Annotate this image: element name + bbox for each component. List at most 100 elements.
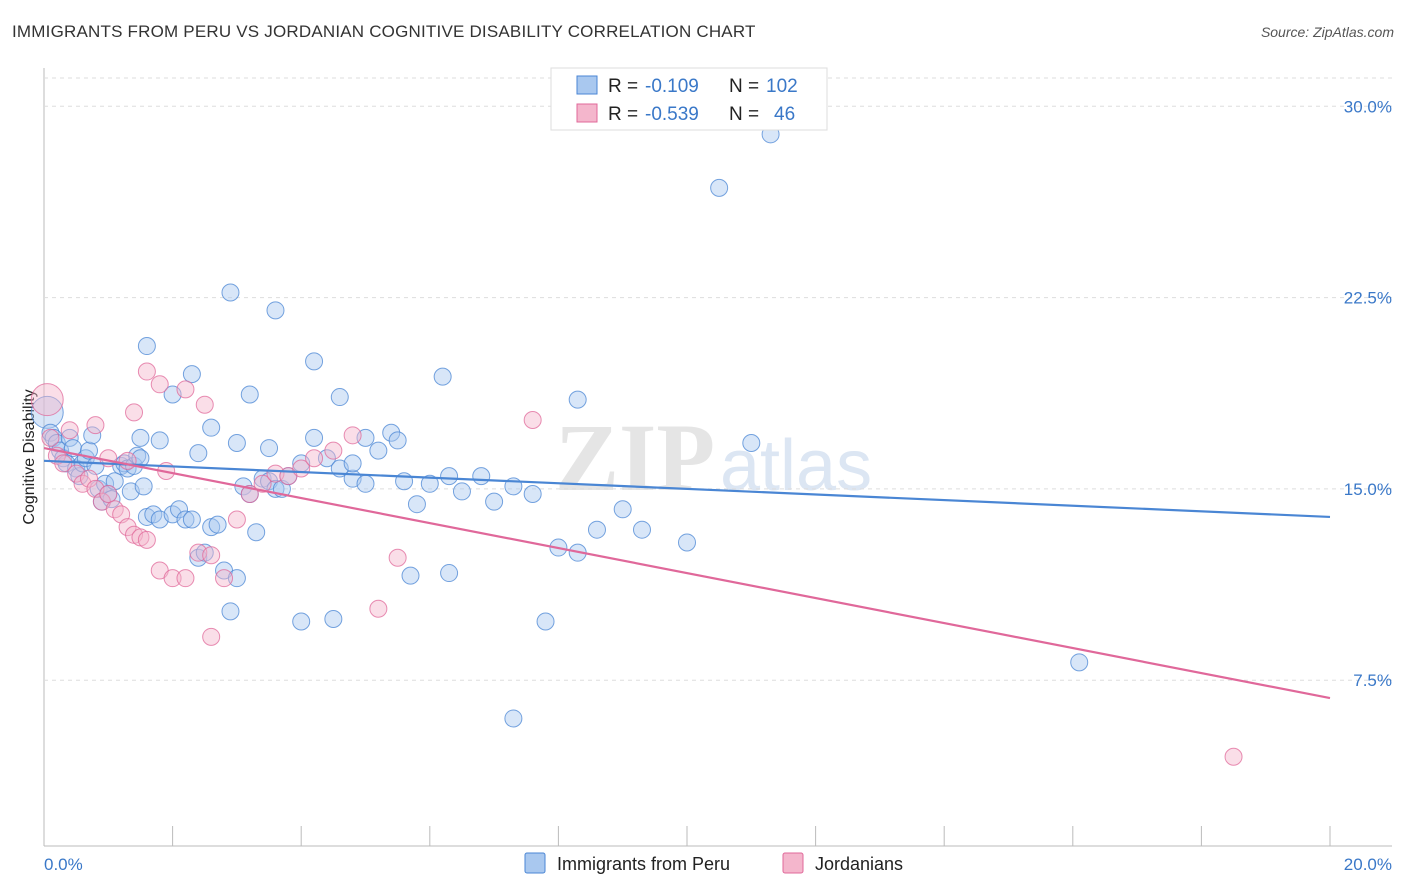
- peru-point-93: [343, 454, 362, 473]
- legend-r-label-2: R =: [608, 104, 638, 125]
- peru-point-13: [80, 441, 99, 460]
- y-tick-label-2: 22.5%: [1344, 289, 1392, 308]
- peru-point-99: [504, 709, 523, 728]
- peru-point-63: [440, 467, 459, 486]
- legend-r-label-1: R =: [608, 76, 638, 97]
- series-legend: Immigrants from Peru Jordanians: [524, 852, 903, 874]
- jordanians-point-18: [163, 569, 182, 588]
- peru-point-36: [182, 510, 201, 529]
- jordanians-point-7: [80, 469, 99, 488]
- legend-n-value-2: 46: [774, 104, 795, 125]
- peru-trend-line: [43, 459, 1331, 519]
- peru-point-59: [382, 423, 401, 442]
- jordanians-point-43: [1224, 747, 1243, 766]
- peru-point-65: [472, 467, 491, 486]
- bottom-legend-label-peru: Immigrants from Peru: [557, 854, 730, 874]
- x-tick-label-max: 20.0%: [1344, 855, 1392, 874]
- peru-point-72: [613, 500, 632, 519]
- jordanians-point-16: [137, 530, 156, 549]
- peru-point-102: [1070, 653, 1089, 672]
- peru-point-34: [170, 500, 189, 519]
- jordanians-point-23: [227, 510, 246, 529]
- peru-point-94: [401, 566, 420, 585]
- peru-point-29: [134, 477, 153, 496]
- peru-point-80: [221, 283, 240, 302]
- peru-point-64: [452, 482, 471, 501]
- peru-point-96: [536, 612, 555, 631]
- peru-point-14: [83, 426, 102, 445]
- peru-point-0: [30, 395, 64, 429]
- jordanians-point-33: [150, 375, 169, 394]
- jordanians-point-29: [305, 449, 324, 468]
- peru-point-66: [485, 492, 504, 511]
- peru-point-42: [221, 602, 240, 621]
- peru-point-43: [227, 569, 246, 588]
- peru-point-78: [182, 365, 201, 384]
- chart-source: Source: ZipAtlas.com: [1260, 24, 1394, 40]
- jordanians-point-25: [253, 474, 272, 493]
- chart-title: IMMIGRANTS FROM PERU VS JORDANIAN COGNIT…: [12, 22, 756, 41]
- jordanians-point-13: [118, 518, 137, 537]
- peru-point-35: [176, 510, 195, 529]
- jordanians-point-36: [118, 451, 137, 470]
- peru-point-90: [189, 444, 208, 463]
- peru-point-53: [305, 428, 324, 447]
- jordanians-point-40: [388, 548, 407, 567]
- jordanians-point-30: [324, 441, 343, 460]
- legend-swatch-blue: [576, 75, 598, 95]
- jordanians-point-4: [60, 421, 79, 440]
- legend-n-value-1: 102: [766, 76, 798, 97]
- jordanians-point-10: [99, 484, 118, 503]
- jordanians-point-38: [343, 426, 362, 445]
- jordanians-point-32: [137, 362, 156, 381]
- jordanians-point-0: [30, 383, 64, 417]
- peru-point-92: [260, 439, 279, 458]
- peru-point-1: [41, 423, 60, 442]
- peru-point-73: [632, 520, 651, 539]
- peru-point-76: [137, 337, 156, 356]
- peru-point-81: [240, 385, 259, 404]
- peru-point-40: [208, 515, 227, 534]
- peru-point-62: [420, 474, 439, 493]
- x-ticks: [43, 826, 1331, 846]
- peru-point-61: [407, 495, 426, 514]
- legend-n-label-2: N =: [729, 104, 759, 125]
- y-tick-label-0: 7.5%: [1353, 671, 1392, 690]
- jordanians-point-3: [54, 454, 73, 473]
- legend-r-value-1: -0.109: [645, 76, 699, 97]
- peru-point-83: [305, 352, 324, 371]
- peru-point-7: [60, 428, 79, 447]
- peru-point-88: [131, 428, 150, 447]
- jordanians-point-44: [86, 416, 105, 435]
- peru-point-75: [742, 433, 761, 452]
- bottom-legend-swatch-jordanians: [782, 852, 804, 874]
- peru-point-54: [317, 449, 336, 468]
- trend-lines: [43, 446, 1331, 700]
- peru-point-57: [356, 474, 375, 493]
- peru-point-79: [202, 418, 221, 437]
- peru-point-84: [330, 388, 349, 407]
- peru-point-95: [440, 564, 459, 583]
- jordanians-point-42: [202, 627, 221, 646]
- y-tick-label-3: 30.0%: [1344, 97, 1392, 116]
- peru-point-82: [266, 301, 285, 320]
- peru-point-103: [568, 390, 587, 409]
- jordanians-point-19: [176, 569, 195, 588]
- jordanians-point-21: [202, 546, 221, 565]
- peru-point-101: [710, 178, 729, 197]
- gridlines: [44, 77, 1392, 681]
- peru-point-68: [523, 484, 542, 503]
- legend-swatch-pink: [576, 103, 598, 123]
- peru-point-87: [433, 367, 452, 386]
- peru-point-97: [324, 609, 343, 628]
- jordanians-point-41: [369, 599, 388, 618]
- watermark-zip: ZIP: [555, 404, 715, 511]
- x-tick-label-min: 0.0%: [44, 855, 83, 874]
- legend-r-value-2: -0.539: [645, 104, 699, 125]
- jordanians-point-31: [125, 403, 144, 422]
- y-tick-labels: 7.5% 15.0% 22.5% 30.0%: [1344, 97, 1392, 690]
- series-jordanians-points: [30, 362, 1243, 766]
- jordanians-point-34: [176, 380, 195, 399]
- peru-point-98: [292, 612, 311, 631]
